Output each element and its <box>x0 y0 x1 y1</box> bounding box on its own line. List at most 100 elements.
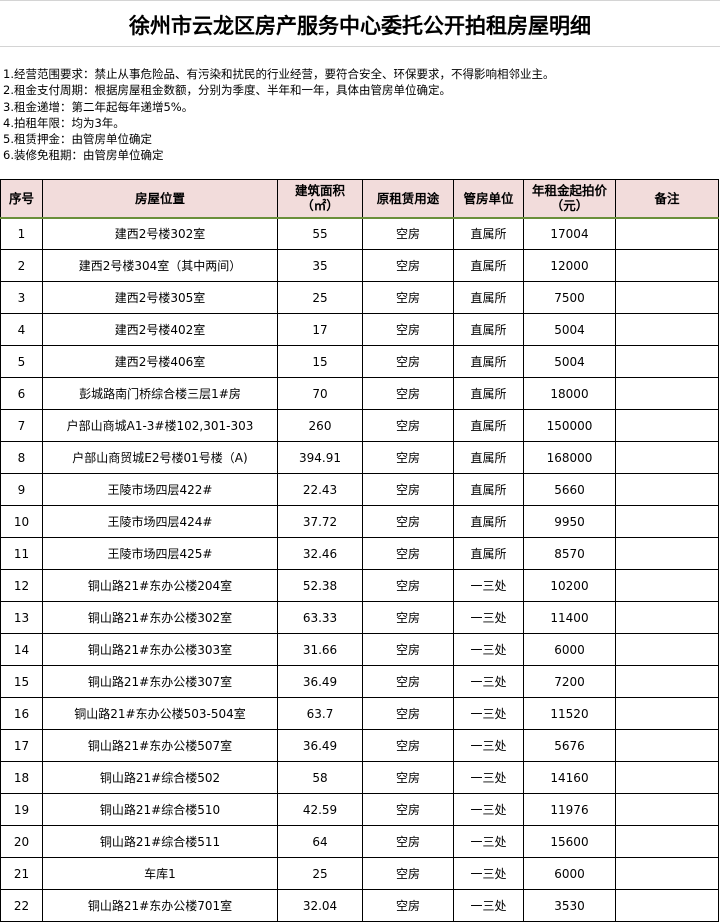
cell-remark <box>615 313 719 346</box>
table-row: 18 铜山路21#综合楼502 58 空房 一三处 14160 <box>0 761 719 794</box>
cell-area: 36.49 <box>277 729 363 762</box>
cell-remark <box>615 505 719 538</box>
cell-area: 42.59 <box>277 793 363 826</box>
cell-index: 22 <box>0 889 43 922</box>
cell-remark <box>615 729 719 762</box>
cell-index: 18 <box>0 761 43 794</box>
cell-price: 9950 <box>523 505 616 538</box>
note: 2.租金支付周期：根据房屋租金数额，分别为季度、半年和一年，具体由管房单位确定。 <box>3 83 451 98</box>
cell-area: 37.72 <box>277 505 363 538</box>
cell-area: 52.38 <box>277 569 363 602</box>
cell-unit: 直属所 <box>453 409 524 442</box>
cell-use: 空房 <box>362 889 454 922</box>
cell-use: 空房 <box>362 313 454 346</box>
cell-location: 建西2号楼304室（其中两间） <box>42 249 278 282</box>
cell-remark <box>615 216 719 250</box>
cell-area: 15 <box>277 345 363 378</box>
cell-remark <box>615 761 719 794</box>
cell-price: 14160 <box>523 761 616 794</box>
cell-unit: 直属所 <box>453 505 524 538</box>
note: 4.拍租年限：均为3年。 <box>3 115 125 130</box>
note: 1.经营范围要求：禁止从事危险品、有污染和扰民的行业经营，要符合安全、环保要求，… <box>3 67 555 81</box>
cell-index: 13 <box>0 601 43 634</box>
table-row: 13 铜山路21#东办公楼302室 63.33 空房 一三处 11400 <box>0 601 719 634</box>
cell-price: 11400 <box>523 601 616 634</box>
cell-use: 空房 <box>362 377 454 410</box>
cell-remark <box>615 697 719 730</box>
table-row: 17 铜山路21#东办公楼507室 36.49 空房 一三处 5676 <box>0 729 719 762</box>
table-row: 3 建西2号楼305室 25 空房 直属所 7500 <box>0 281 719 314</box>
cell-area: 36.49 <box>277 665 363 698</box>
cell-remark <box>615 857 719 890</box>
cell-use: 空房 <box>362 216 454 250</box>
cell-location: 户部山商贸城E2号楼01号楼（A) <box>42 441 278 474</box>
table-row: 2 建西2号楼304室（其中两间） 35 空房 直属所 12000 <box>0 249 719 282</box>
cell-price: 10200 <box>523 569 616 602</box>
cell-location: 铜山路21#综合楼502 <box>42 761 278 794</box>
cell-index: 4 <box>0 313 43 346</box>
table-row: 20 铜山路21#综合楼511 64 空房 一三处 15600 <box>0 825 719 858</box>
cell-area: 25 <box>277 857 363 890</box>
header-index: 序号 <box>0 179 43 218</box>
cell-location: 铜山路21#东办公楼503-504室 <box>42 697 278 730</box>
header-location: 房屋位置 <box>42 179 278 218</box>
cell-index: 14 <box>0 633 43 666</box>
cell-use: 空房 <box>362 249 454 282</box>
cell-index: 5 <box>0 345 43 378</box>
cell-unit: 直属所 <box>453 345 524 378</box>
rental-table: 序号 房屋位置 建筑面积（㎡） 原租赁用途 管房单位 年租金起拍价（元） 备注 … <box>0 179 719 922</box>
cell-remark <box>615 409 719 442</box>
cell-use: 空房 <box>362 825 454 858</box>
cell-unit: 直属所 <box>453 473 524 506</box>
cell-price: 150000 <box>523 409 616 442</box>
cell-index: 19 <box>0 793 43 826</box>
cell-unit: 一三处 <box>453 633 524 666</box>
cell-remark <box>615 793 719 826</box>
cell-use: 空房 <box>362 697 454 730</box>
cell-unit: 一三处 <box>453 793 524 826</box>
cell-area: 25 <box>277 281 363 314</box>
cell-remark <box>615 825 719 858</box>
cell-unit: 一三处 <box>453 665 524 698</box>
header-unit: 管房单位 <box>453 179 524 218</box>
cell-remark <box>615 249 719 282</box>
cell-use: 空房 <box>362 729 454 762</box>
cell-index: 15 <box>0 665 43 698</box>
page-title: 徐州市云龙区房产服务中心委托公开拍租房屋明细 <box>0 0 720 47</box>
table-row: 10 王陵市场四层424# 37.72 空房 直属所 9950 <box>0 505 719 538</box>
cell-price: 7200 <box>523 665 616 698</box>
cell-price: 7500 <box>523 281 616 314</box>
cell-location: 王陵市场四层425# <box>42 537 278 570</box>
cell-area: 260 <box>277 409 363 442</box>
cell-index: 10 <box>0 505 43 538</box>
table-row: 1 建西2号楼302室 55 空房 直属所 17004 <box>0 216 719 250</box>
cell-unit: 一三处 <box>453 889 524 922</box>
cell-area: 64 <box>277 825 363 858</box>
cell-remark <box>615 569 719 602</box>
cell-location: 铜山路21#东办公楼701室 <box>42 889 278 922</box>
table-row: 15 铜山路21#东办公楼307室 36.49 空房 一三处 7200 <box>0 665 719 698</box>
cell-location: 铜山路21#综合楼511 <box>42 825 278 858</box>
cell-unit: 一三处 <box>453 857 524 890</box>
cell-area: 70 <box>277 377 363 410</box>
cell-price: 12000 <box>523 249 616 282</box>
cell-use: 空房 <box>362 665 454 698</box>
note: 6.装修免租期：由管房单位确定 <box>3 148 164 163</box>
table-row: 5 建西2号楼406室 15 空房 直属所 5004 <box>0 345 719 378</box>
cell-location: 王陵市场四层422# <box>42 473 278 506</box>
cell-remark <box>615 345 719 378</box>
cell-index: 20 <box>0 825 43 858</box>
cell-location: 铜山路21#综合楼510 <box>42 793 278 826</box>
cell-unit: 直属所 <box>453 441 524 474</box>
cell-unit: 直属所 <box>453 313 524 346</box>
cell-index: 9 <box>0 473 43 506</box>
cell-index: 8 <box>0 441 43 474</box>
cell-index: 1 <box>0 216 43 250</box>
cell-index: 11 <box>0 537 43 570</box>
cell-location: 铜山路21#东办公楼507室 <box>42 729 278 762</box>
cell-location: 王陵市场四层424# <box>42 505 278 538</box>
cell-location: 建西2号楼406室 <box>42 345 278 378</box>
cell-index: 16 <box>0 697 43 730</box>
cell-price: 168000 <box>523 441 616 474</box>
table-row: 7 户部山商城A1-3#楼102,301-303 260 空房 直属所 150000 <box>0 409 719 442</box>
